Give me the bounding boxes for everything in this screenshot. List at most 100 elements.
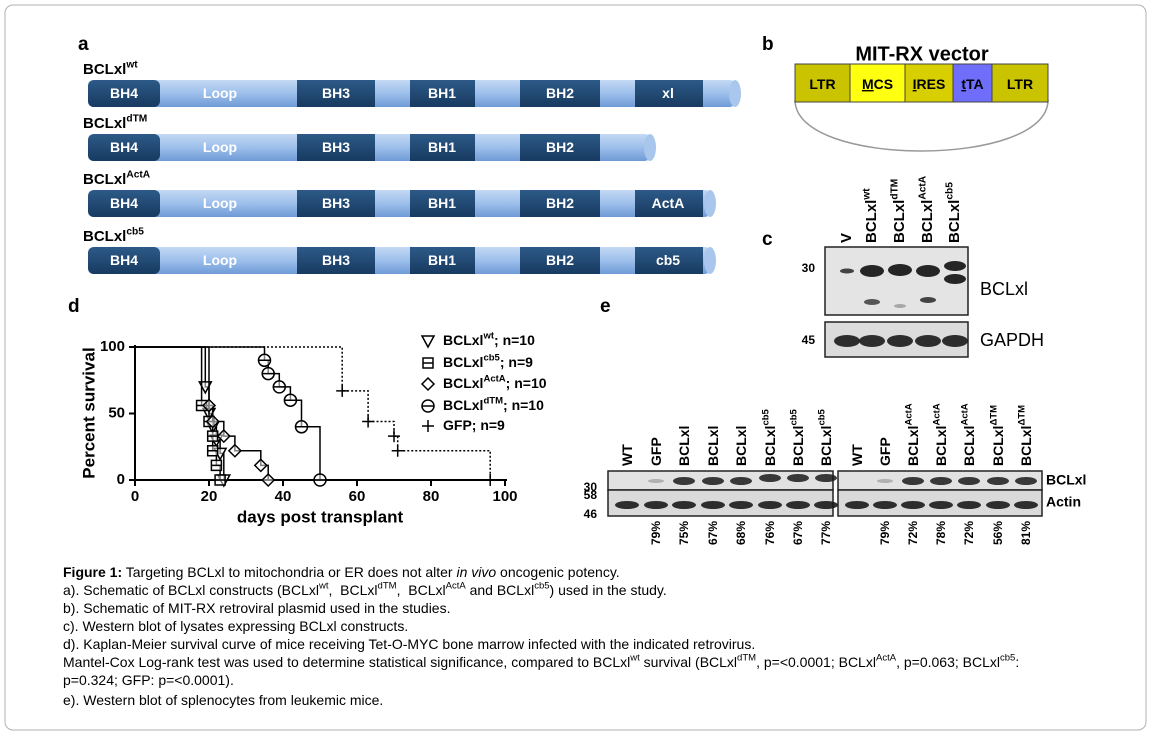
lane-label: BCLxl [705, 426, 721, 466]
blot-band [894, 304, 906, 308]
percent-label: 79% [878, 521, 892, 545]
figure-border [4, 4, 1147, 731]
x-tick-label: 0 [131, 488, 139, 505]
legend-label-part: ; n=10 [506, 375, 547, 391]
construct-name-part: BCLxl [83, 61, 126, 78]
blot-band [673, 477, 695, 485]
lane-label-part: BCLxl [961, 426, 977, 466]
lane-label: BCLxlcb5 [788, 408, 806, 466]
blot-band [1014, 501, 1038, 509]
caption-line: e). Western blot of splenocytes from leu… [63, 692, 383, 708]
domain [297, 190, 375, 217]
percent-label: 78% [934, 521, 948, 545]
domain-label: BH4 [110, 252, 138, 268]
domain-label: cb5 [656, 252, 680, 268]
construct-cap [704, 247, 716, 274]
vector-element-label: LTR [1007, 76, 1033, 92]
domain-label: BH3 [322, 195, 350, 211]
vector-element [991, 63, 1049, 103]
vector-element-label: IRES [913, 76, 946, 92]
caption-line: Mantel-Cox Log-rank test was used to det… [63, 652, 1019, 670]
blot-band [730, 477, 752, 485]
lane-label-part: BCLxl [990, 426, 1006, 466]
legend-label: BCLxldTM; n=10 [443, 395, 544, 413]
blot-band [987, 477, 1009, 485]
survival-point [206, 444, 219, 457]
vector-loop [794, 99, 1049, 152]
lane-label: BCLxlActA [917, 175, 936, 243]
panel-label: c [762, 229, 773, 250]
blot-band [901, 501, 925, 509]
legend-label-part: GFP; n=9 [443, 417, 505, 433]
lane-label-part: WT [619, 444, 635, 466]
lane-label-part: BCLxl [790, 426, 806, 466]
x-tick-label: 80 [423, 488, 440, 505]
lane-label-part: BCLxl [705, 426, 721, 466]
blot-band [888, 264, 912, 276]
domain [297, 134, 375, 161]
survival-point [206, 430, 219, 442]
construct-name: BCLxlcb5 [83, 226, 144, 245]
blot-row-label: Actin [1046, 494, 1081, 510]
lane-label-part: BCLxl [1018, 426, 1034, 466]
lane-label: V [838, 233, 855, 243]
caption-line: p=0.324; GFP: p=<0.0001). [63, 672, 234, 688]
construct-cap [644, 134, 656, 161]
lane-label-part: cb5 [788, 408, 799, 425]
lane-label-part: cb5 [760, 408, 771, 425]
blot-band [648, 479, 664, 483]
lane-label: BCLxldTM [889, 179, 908, 243]
size-marker: 58 [584, 488, 598, 502]
caption-line-part: ) used in the study. [550, 582, 667, 598]
blot-band [729, 501, 753, 509]
domain-label: BH1 [428, 252, 456, 268]
legend-label-part: BCLxl [443, 332, 483, 348]
blot-band [814, 501, 838, 509]
survival-point [336, 384, 349, 397]
lane-label: BCLxlActA [959, 403, 977, 466]
vector-element [794, 63, 851, 103]
panel-label: b [762, 34, 774, 55]
blot-band [915, 335, 941, 347]
lane-label-part: cb5 [944, 182, 955, 200]
caption-line-part: , BCLxl [397, 582, 446, 598]
vector-element-label-part: I [913, 76, 917, 92]
construct-body [88, 247, 710, 274]
lane-label-part: BCLxl [818, 426, 834, 466]
survival-point [261, 472, 276, 488]
blot-band [944, 274, 966, 284]
domain [635, 80, 703, 107]
construct-body [88, 190, 710, 217]
survival-point [391, 444, 404, 457]
caption-line-part: e). Western blot of splenocytes from leu… [63, 692, 383, 708]
domain [635, 190, 703, 217]
construct-name-part: BCLxl [83, 228, 126, 245]
vector-element-label: MCS [862, 76, 893, 92]
domain-label: BH2 [546, 252, 574, 268]
blot-row-label: BCLxl [980, 279, 1028, 299]
domain [410, 247, 475, 274]
lane-label-part: BCLxl [946, 200, 963, 243]
legend-label: GFP; n=9 [443, 417, 505, 433]
percent-label: 68% [734, 521, 748, 545]
survival-curve [135, 346, 491, 480]
caption-line-part: dTM [378, 580, 397, 591]
domain [297, 247, 375, 274]
domain-label: BH3 [322, 139, 350, 155]
blot-band [787, 474, 809, 482]
domain-label: Loop [203, 195, 237, 211]
survival-point [362, 415, 375, 428]
blot-row-label: GAPDH [980, 330, 1044, 350]
legend-marker [421, 399, 435, 413]
size-marker: 45 [802, 333, 816, 347]
percent-label: 67% [706, 521, 720, 545]
domain [88, 190, 160, 217]
vector-element [849, 63, 906, 103]
survival-point [257, 353, 272, 368]
caption-line-part: cb5 [534, 580, 549, 591]
percent-label: 79% [649, 521, 663, 545]
lane-label-part: BCLxl [933, 426, 949, 466]
lane-label: BCLxl [676, 426, 692, 466]
construct-name-part: wt [125, 59, 138, 70]
lane-label-part: ΔTM [988, 405, 999, 426]
